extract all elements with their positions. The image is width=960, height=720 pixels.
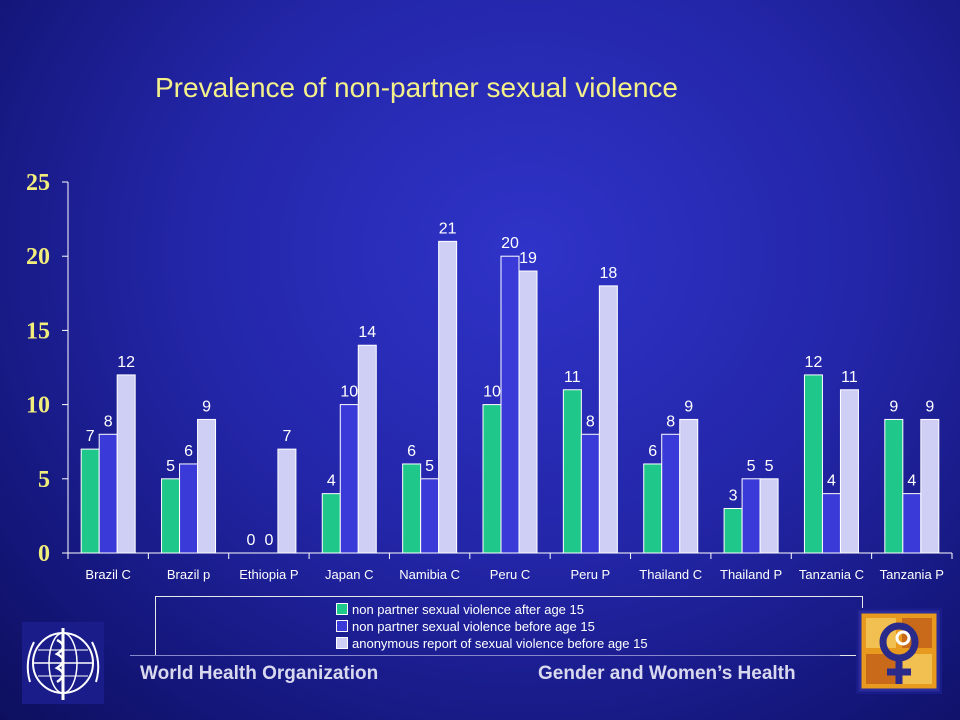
bar [902, 493, 922, 554]
data-label: 5 [425, 458, 434, 475]
bar [438, 240, 458, 554]
bar [759, 478, 779, 554]
chart-title: Prevalence of non-partner sexual violenc… [155, 72, 678, 103]
x-category-label: Brazil p [167, 567, 210, 582]
bar [679, 418, 699, 554]
bar [321, 493, 341, 554]
bar [920, 418, 940, 554]
y-tick-label: 20 [26, 244, 50, 270]
bar [420, 478, 440, 554]
bar [482, 404, 502, 554]
y-tick-label: 25 [26, 170, 50, 196]
bar [839, 389, 859, 554]
data-label: 5 [747, 458, 756, 475]
data-label: 6 [648, 443, 657, 460]
y-tick-label: 15 [26, 318, 50, 344]
data-label: 6 [184, 443, 193, 460]
bar [339, 404, 359, 554]
legend-swatch [336, 637, 348, 649]
bar [723, 507, 743, 554]
data-label: 7 [86, 428, 95, 445]
legend-item: non partner sexual violence after age 15 [336, 601, 584, 617]
bar [643, 463, 663, 554]
x-category-label: Peru C [490, 567, 530, 582]
legend-swatch [336, 603, 348, 615]
data-label: 20 [501, 235, 519, 252]
data-label: 8 [104, 413, 113, 430]
bar [598, 285, 618, 554]
bar [500, 255, 520, 554]
bar [161, 478, 181, 554]
bar [803, 374, 823, 554]
x-category-label: Thailand C [639, 567, 702, 582]
bar [179, 463, 199, 554]
data-label: 11 [841, 369, 858, 386]
data-label: 5 [765, 458, 774, 475]
data-label: 12 [805, 354, 823, 371]
data-label: 10 [483, 384, 501, 401]
data-label: 0 [264, 532, 273, 549]
data-label: 8 [666, 413, 675, 430]
data-label: 0 [246, 532, 255, 549]
data-label: 5 [166, 458, 175, 475]
legend-label: non partner sexual violence before age 1… [352, 618, 595, 634]
who-emblem-icon [22, 622, 104, 704]
x-category-label: Namibia C [399, 567, 460, 582]
legend: non partner sexual violence after age 15… [155, 596, 863, 656]
data-label: 7 [282, 428, 291, 445]
data-label: 3 [729, 487, 738, 504]
x-category-label: Brazil C [85, 567, 131, 582]
bar [116, 374, 136, 554]
bar [821, 493, 841, 554]
data-label: 4 [327, 473, 336, 490]
data-label: 6 [407, 443, 416, 460]
data-label: 10 [340, 384, 358, 401]
data-label: 4 [907, 473, 916, 490]
footer-divider [130, 655, 840, 656]
bar [562, 389, 582, 554]
data-label: 19 [519, 250, 537, 267]
bar [197, 418, 217, 554]
legend-item: non partner sexual violence before age 1… [336, 618, 595, 634]
data-label: 4 [827, 473, 836, 490]
x-category-label: Tanzania C [799, 567, 864, 582]
footer-organization: World Health Organization [140, 663, 379, 684]
bar [741, 478, 761, 554]
x-category-label: Thailand P [720, 567, 782, 582]
data-label: 9 [889, 398, 898, 415]
x-category-label: Tanzania P [880, 567, 944, 582]
legend-label: anonymous report of sexual violence befo… [352, 635, 648, 651]
footer-department: Gender and Women’s Health [538, 663, 796, 684]
y-tick-label: 5 [38, 467, 50, 493]
bar [277, 448, 297, 554]
bar [518, 270, 538, 554]
data-label: 9 [925, 398, 934, 415]
y-tick-label: 10 [26, 393, 50, 419]
data-label: 9 [684, 398, 693, 415]
data-label: 18 [599, 265, 617, 282]
legend-swatch [336, 620, 348, 632]
legend-label: non partner sexual violence after age 15 [352, 601, 584, 617]
data-label: 21 [439, 220, 457, 237]
legend-item: anonymous report of sexual violence befo… [336, 635, 648, 651]
data-label: 9 [202, 398, 211, 415]
bar [580, 433, 600, 554]
bar [402, 463, 422, 554]
gender-symbol-logo-icon [856, 608, 942, 694]
y-tick-label: 0 [38, 541, 50, 567]
x-category-label: Japan C [325, 567, 373, 582]
x-category-label: Peru P [570, 567, 610, 582]
bar [884, 418, 904, 554]
bar [357, 344, 377, 554]
bar [98, 433, 118, 554]
data-label: 8 [586, 413, 595, 430]
bar [661, 433, 681, 554]
x-category-label: Ethiopia P [239, 567, 298, 582]
data-label: 14 [358, 324, 376, 341]
data-label: 12 [117, 354, 135, 371]
bar [80, 448, 100, 554]
data-label: 11 [564, 369, 581, 386]
